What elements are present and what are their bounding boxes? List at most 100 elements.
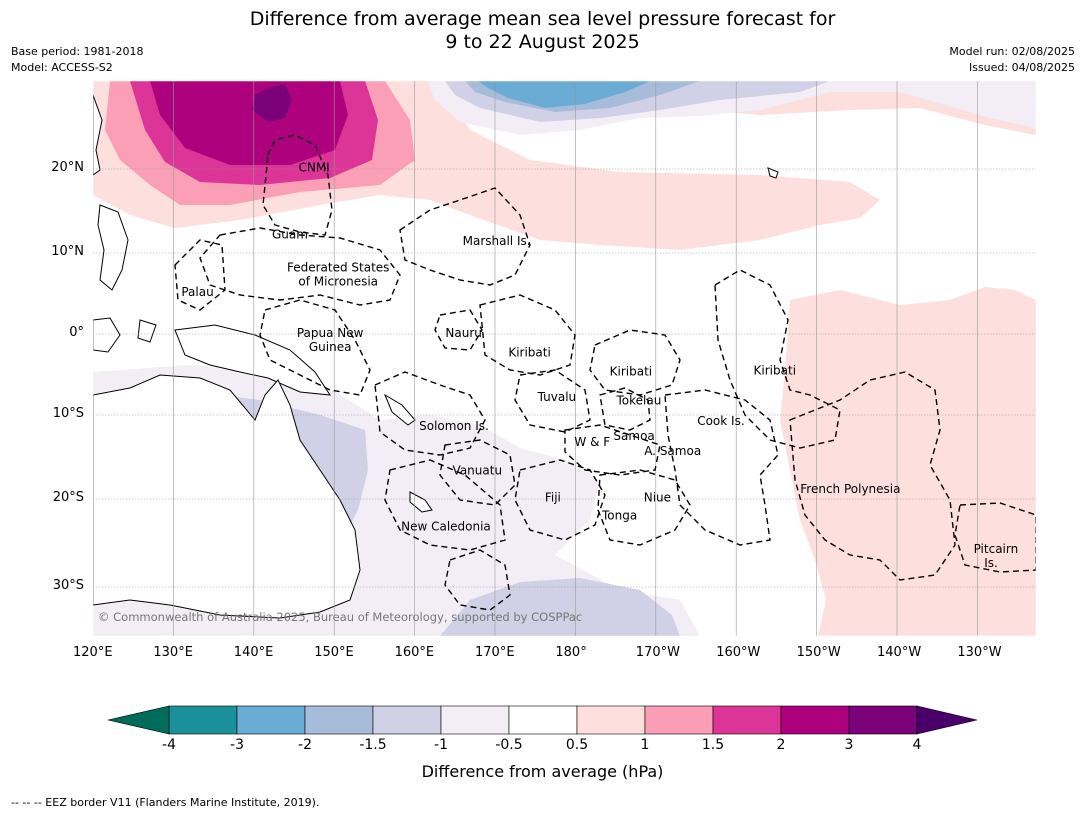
- land-new-guinea: [174, 324, 331, 396]
- region-label: Guam: [272, 228, 308, 242]
- colorbar: [107, 705, 978, 735]
- colorbar-tick: 3: [844, 737, 854, 753]
- longitude-label: 180°: [555, 645, 587, 660]
- region-label: Is.: [984, 556, 998, 570]
- region-label: Federated States: [287, 261, 389, 275]
- footer-note: -- -- -- EEZ border V11 (Flanders Marine…: [11, 796, 320, 809]
- longitude-label: 170°E: [475, 645, 515, 660]
- land-borneo: [93, 317, 121, 353]
- colorbar-tick: 2: [776, 737, 786, 753]
- region-label: Tokelau: [615, 393, 661, 407]
- eez-cook: [664, 389, 779, 546]
- eez-kiribati-phoenix: [589, 329, 681, 396]
- region-label: Fiji: [545, 490, 561, 504]
- eez-marshall: [399, 187, 531, 286]
- region-label: Tuvalu: [537, 390, 577, 404]
- eez-vanuatu: [439, 439, 516, 506]
- colorbar-swatch: [508, 705, 578, 735]
- land-hawaii: [767, 167, 779, 179]
- colorbar-tick: -1.5: [359, 737, 387, 753]
- colorbar-extend-high: [916, 705, 978, 735]
- eez-kiribati-line: [714, 269, 841, 449]
- land-australia: [93, 374, 361, 619]
- latitude-label: 0°: [69, 325, 84, 340]
- eez-solomon: [374, 371, 486, 456]
- eez-nz-kermadec: [444, 549, 511, 611]
- colorbar-tick: 1: [640, 737, 650, 753]
- latitude-label: 10°N: [51, 244, 84, 259]
- region-label: Kiribati: [754, 363, 796, 377]
- region-label: Samoa: [613, 429, 654, 443]
- model-run: Model run: 02/08/2025: [949, 45, 1075, 58]
- colorbar-swatch: [304, 705, 374, 735]
- colorbar-tick: 1.5: [701, 737, 725, 753]
- colorbar-tick: 0.5: [565, 737, 589, 753]
- region-label: Cook Is.: [697, 414, 744, 428]
- colorbar-swatch: [780, 705, 850, 735]
- gridlines: [93, 81, 1036, 636]
- anomaly-2-north: [150, 81, 348, 165]
- longitude-label: 170°W: [635, 645, 680, 660]
- longitude-label: 140°W: [877, 645, 922, 660]
- eez-pitcairn: [954, 502, 1036, 573]
- anomaly-0.5-southeast: [780, 287, 1036, 636]
- model-name: Model: ACCESS-S2: [11, 61, 113, 74]
- land-philippines: [97, 204, 129, 291]
- region-labels: CNMI Guam Marshall Is. Palau Federated State…: [181, 160, 1018, 570]
- map-frame: [92, 80, 1037, 637]
- region-label: Solomon Is.: [419, 419, 489, 433]
- eez-png: [259, 299, 371, 396]
- latitude-label: 10°S: [52, 406, 84, 421]
- chart-title: Difference from average mean sea level p…: [0, 8, 1085, 54]
- longitude-label: 160°W: [716, 645, 761, 660]
- colorbar-tick: -4: [162, 737, 176, 753]
- region-label: French Polynesia: [800, 482, 900, 496]
- land-solomon-islands: [383, 393, 416, 426]
- region-label: Guinea: [309, 340, 352, 354]
- eez-tokelau: [599, 387, 651, 431]
- region-label: New Caledonia: [401, 519, 491, 533]
- latitude-label: 20°S: [52, 490, 84, 505]
- colorbar-label: Difference from average (hPa): [421, 762, 664, 781]
- anomaly-neg-2-north: [478, 81, 650, 108]
- colorbar-tick: -1: [434, 737, 448, 753]
- region-label: CNMI: [298, 160, 329, 174]
- title-line-2: 9 to 22 August 2025: [445, 31, 640, 53]
- colorbar-extend-low: [107, 705, 170, 735]
- colorbar-tick: -3: [230, 737, 244, 753]
- latitude-label: 30°S: [52, 578, 84, 593]
- colorbar-tick: -0.5: [495, 737, 523, 753]
- longitude-label: 140°E: [233, 645, 274, 660]
- eez-borders: [174, 134, 1036, 611]
- eez-nauru: [434, 309, 483, 351]
- region-label: Kiribati: [508, 346, 550, 360]
- land-sulawesi: [137, 319, 157, 343]
- meta-left: Base period: 1981-2018 Model: ACCESS-S2: [11, 44, 143, 76]
- colorbar-tick: -2: [298, 737, 312, 753]
- anomaly-neg-1-southeast: [440, 578, 680, 636]
- map-area: CNMI Guam Marshall Is. Palau Federated State…: [93, 81, 1036, 636]
- colorbar-swatch: [712, 705, 782, 735]
- colorbar-swatch: [576, 705, 646, 735]
- issued-date: Issued: 04/08/2025: [968, 61, 1075, 74]
- region-label: A. Samoa: [644, 444, 701, 458]
- title-line-1: Difference from average mean sea level p…: [249, 8, 836, 30]
- region-label: of Micronesia: [298, 274, 378, 288]
- eez-tuvalu: [514, 369, 591, 433]
- eez-wf-samoa: [564, 424, 661, 476]
- region-label: Kiribati: [610, 364, 652, 378]
- region-label: Nauru: [445, 326, 481, 340]
- colorbar-swatch: [372, 705, 442, 735]
- eez-new-caledonia: [384, 459, 506, 551]
- region-label: Niue: [644, 490, 671, 504]
- longitude-label: 160°E: [394, 645, 435, 660]
- eez-tonga-niue: [597, 469, 691, 546]
- eez-palau: [174, 239, 226, 311]
- longitude-label: 150°E: [314, 645, 354, 660]
- region-label: W & F: [574, 435, 610, 449]
- region-label: Tonga: [601, 509, 637, 523]
- region-label: Vanuatu: [453, 463, 503, 477]
- longitude-label: 120°E: [73, 645, 113, 660]
- latitude-label: 20°N: [51, 160, 84, 175]
